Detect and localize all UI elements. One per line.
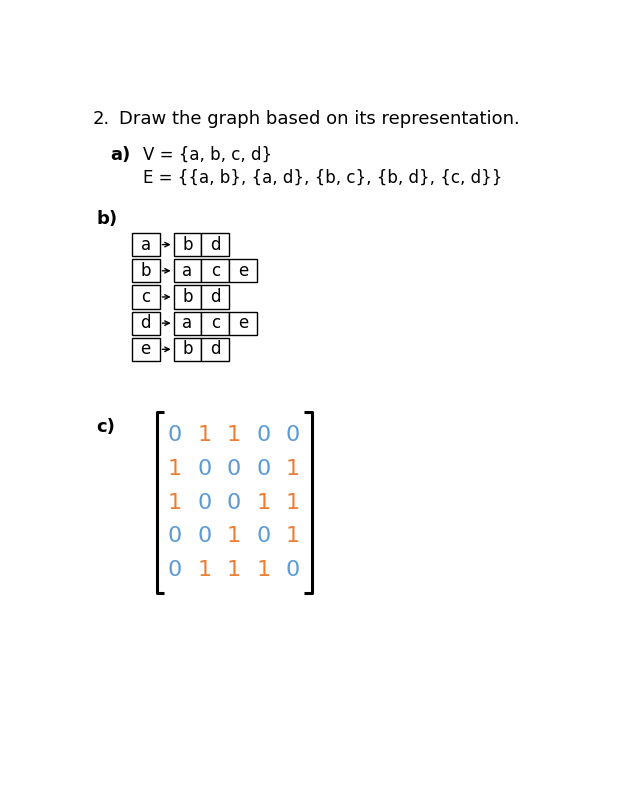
Text: 1: 1 — [286, 458, 300, 478]
Text: 0: 0 — [197, 458, 212, 478]
Text: 0: 0 — [227, 458, 241, 478]
FancyBboxPatch shape — [131, 286, 160, 309]
Text: 0: 0 — [257, 458, 270, 478]
Text: c: c — [141, 288, 150, 306]
Text: 1: 1 — [227, 425, 241, 445]
Text: Draw the graph based on its representation.: Draw the graph based on its representati… — [119, 110, 520, 128]
FancyBboxPatch shape — [202, 259, 229, 282]
Text: 0: 0 — [257, 526, 270, 546]
Text: c: c — [211, 262, 220, 280]
Text: 0: 0 — [168, 425, 182, 445]
Text: c: c — [211, 314, 220, 332]
Text: 0: 0 — [168, 526, 182, 546]
Text: 1: 1 — [257, 493, 270, 513]
Text: 0: 0 — [197, 493, 212, 513]
Text: a: a — [183, 262, 193, 280]
Text: 1: 1 — [227, 526, 241, 546]
Text: 0: 0 — [286, 560, 300, 580]
Text: 1: 1 — [227, 560, 241, 580]
FancyBboxPatch shape — [131, 233, 160, 256]
FancyBboxPatch shape — [174, 259, 202, 282]
Text: c): c) — [96, 418, 115, 436]
Text: b: b — [182, 236, 193, 254]
FancyBboxPatch shape — [202, 233, 229, 256]
Text: 1: 1 — [257, 560, 270, 580]
Text: d: d — [210, 340, 221, 358]
Text: 0: 0 — [197, 526, 212, 546]
Text: a): a) — [110, 146, 130, 164]
FancyBboxPatch shape — [131, 338, 160, 361]
Text: 1: 1 — [197, 425, 212, 445]
Text: e: e — [238, 262, 248, 280]
Text: d: d — [210, 288, 221, 306]
Text: 2.: 2. — [93, 110, 110, 128]
FancyBboxPatch shape — [174, 286, 202, 309]
FancyBboxPatch shape — [174, 233, 202, 256]
Text: d: d — [140, 314, 151, 332]
Text: 0: 0 — [227, 493, 241, 513]
Text: a: a — [140, 236, 150, 254]
FancyBboxPatch shape — [202, 312, 229, 334]
Text: 0: 0 — [286, 425, 300, 445]
FancyBboxPatch shape — [229, 259, 257, 282]
FancyBboxPatch shape — [202, 286, 229, 309]
Text: E = {{a, b}, {a, d}, {b, c}, {b, d}, {c, d}}: E = {{a, b}, {a, d}, {b, c}, {b, d}, {c,… — [143, 169, 502, 187]
Text: d: d — [210, 236, 221, 254]
Text: 1: 1 — [168, 458, 182, 478]
Text: V = {a, b, c, d}: V = {a, b, c, d} — [143, 146, 272, 164]
FancyBboxPatch shape — [131, 259, 160, 282]
FancyBboxPatch shape — [174, 338, 202, 361]
Text: 1: 1 — [286, 526, 300, 546]
FancyBboxPatch shape — [229, 312, 257, 334]
Text: 0: 0 — [168, 560, 182, 580]
FancyBboxPatch shape — [131, 312, 160, 334]
FancyBboxPatch shape — [174, 312, 202, 334]
Text: b): b) — [96, 210, 117, 228]
Text: 1: 1 — [168, 493, 182, 513]
FancyBboxPatch shape — [202, 338, 229, 361]
Text: 1: 1 — [197, 560, 212, 580]
Text: 0: 0 — [257, 425, 270, 445]
Text: b: b — [182, 288, 193, 306]
Text: b: b — [140, 262, 151, 280]
Text: a: a — [183, 314, 193, 332]
Text: e: e — [140, 340, 151, 358]
Text: e: e — [238, 314, 248, 332]
Text: b: b — [182, 340, 193, 358]
Text: 1: 1 — [286, 493, 300, 513]
